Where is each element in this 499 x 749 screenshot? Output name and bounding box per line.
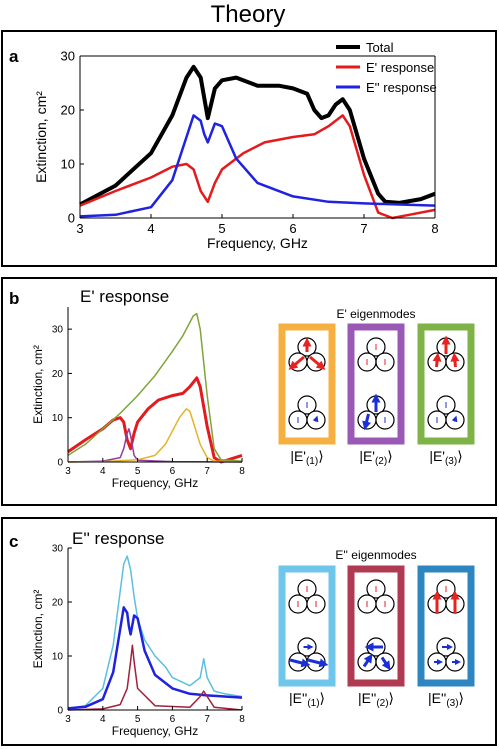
panel-a-frame: [1, 30, 497, 267]
x-tick-label: 8: [239, 466, 245, 477]
y-tick-label: 10: [61, 157, 75, 172]
x-tick-label: 3: [65, 466, 71, 477]
series-line-0: [67, 555, 243, 710]
x-tick-label: 5: [218, 221, 225, 236]
eigenmode-1: [278, 565, 336, 687]
x-tick-label: 4: [147, 221, 154, 236]
eigenmode-label: |E'(2)⟩: [359, 448, 392, 467]
x-axis-label: Frequency, GHz: [112, 724, 198, 738]
series-line-1: [67, 312, 243, 462]
x-tick-label: 7: [204, 714, 210, 725]
moment-arrow: [288, 355, 305, 370]
panel-b-frame: [1, 277, 497, 506]
y-tick-label: 0: [57, 706, 63, 717]
panel-c-chart: 3 4 5 6 7 8 0 10 20 30 Frequency, GHz Extinction, c…: [31, 544, 245, 739]
x-tick-label: 7: [360, 221, 367, 236]
x-tick-label: 8: [431, 221, 438, 236]
x-tick-label: 6: [170, 714, 176, 725]
panel-b-chart: 3 4 5 6 7 8 0 10 20 30 Frequency, GHz Extinction, c…: [31, 307, 245, 490]
y-tick-label: 20: [52, 369, 64, 380]
x-tick-label: 8: [239, 714, 245, 725]
y-tick-label: 30: [52, 544, 64, 555]
eigenmode-2: [347, 323, 405, 445]
panel-b-title: E' response: [80, 287, 169, 306]
eigenmode-label: |E''(3)⟩: [428, 690, 464, 709]
y-tick-label: 20: [52, 598, 64, 609]
series-line-2: [67, 428, 243, 463]
panel-a-legend: Total E' response E'' response: [336, 40, 437, 95]
moment-arrow: [362, 653, 373, 668]
legend-total-label: Total: [366, 40, 394, 55]
x-tick-label: 6: [289, 221, 296, 236]
eigenmode-3: [417, 323, 475, 445]
panel-c-eigenmodes: |E''(1)⟩ |E''(2)⟩ |E''(3)⟩: [278, 565, 475, 709]
moment-arrow: [309, 355, 326, 370]
y-axis-label: Extinction, cm²: [33, 91, 49, 183]
moment-arrow: [432, 352, 442, 368]
series-line-0: [67, 376, 243, 464]
panel-c-letter: c: [9, 532, 18, 551]
y-tick-label: 0: [68, 211, 75, 226]
eigenmode-3: [417, 565, 475, 687]
moment-arrow: [451, 415, 458, 423]
eigenmode-label: |E'(3)⟩: [429, 448, 462, 467]
x-tick-label: 5: [135, 714, 141, 725]
series-line-1: [67, 606, 243, 710]
series-line-0: [79, 64, 436, 207]
y-axis-label: Extinction, cm²: [31, 590, 45, 669]
eigenmode-label: |E''(2)⟩: [358, 690, 394, 709]
legend-e2-label: E'' response: [366, 80, 437, 95]
series-line-2: [79, 114, 436, 218]
eigenmode-1: [278, 323, 336, 445]
series-line-2: [67, 644, 243, 711]
panel-c-frame: [1, 517, 497, 746]
panel-b-letter: b: [9, 289, 19, 308]
y-tick-label: 10: [52, 652, 64, 663]
figure-heading: Theory: [211, 1, 286, 28]
x-axis-label: Frequency, GHz: [207, 235, 308, 251]
y-tick-label: 0: [57, 458, 63, 469]
eigenmode-label: |E'(1)⟩: [290, 448, 323, 467]
moment-arrow: [450, 352, 460, 368]
moment-arrow: [307, 658, 329, 668]
x-tick-label: 3: [76, 221, 83, 236]
panel-a-letter: a: [9, 47, 19, 66]
panel-c-title: E'' response: [72, 529, 165, 548]
y-tick-label: 30: [52, 325, 64, 336]
x-tick-label: 3: [65, 714, 71, 725]
moment-arrow: [380, 656, 391, 671]
y-tick-label: 20: [61, 103, 75, 118]
moment-arrow: [362, 413, 371, 431]
legend-e1-label: E' response: [366, 60, 434, 75]
x-tick-label: 5: [135, 466, 141, 477]
x-axis-label: Frequency, GHz: [112, 476, 198, 490]
y-tick-label: 30: [61, 49, 75, 64]
y-axis-label: Extinction, cm²: [31, 345, 45, 424]
panel-a-chart: 3 4 5 6 7 8 0 10 20 30 Frequency, GHz Extinction, c…: [33, 49, 439, 251]
series-line-1: [79, 114, 436, 220]
eigenmode-2: [347, 565, 405, 687]
x-tick-label: 7: [204, 466, 210, 477]
x-tick-label: 4: [100, 714, 106, 725]
series-line-3: [67, 408, 243, 463]
x-tick-label: 6: [170, 466, 176, 477]
panel-b-eigen-title: E' eigenmodes: [336, 307, 415, 321]
panel-b-eigenmodes: |E'(1)⟩ |E'(2)⟩ |E'(3)⟩: [278, 323, 475, 467]
y-tick-label: 10: [52, 413, 64, 424]
panel-c-eigen-title: E'' eigenmodes: [335, 548, 416, 562]
x-tick-label: 4: [100, 466, 106, 477]
eigenmode-label: |E''(1)⟩: [289, 690, 325, 709]
moment-arrow: [289, 658, 311, 668]
moment-arrow: [312, 415, 319, 423]
